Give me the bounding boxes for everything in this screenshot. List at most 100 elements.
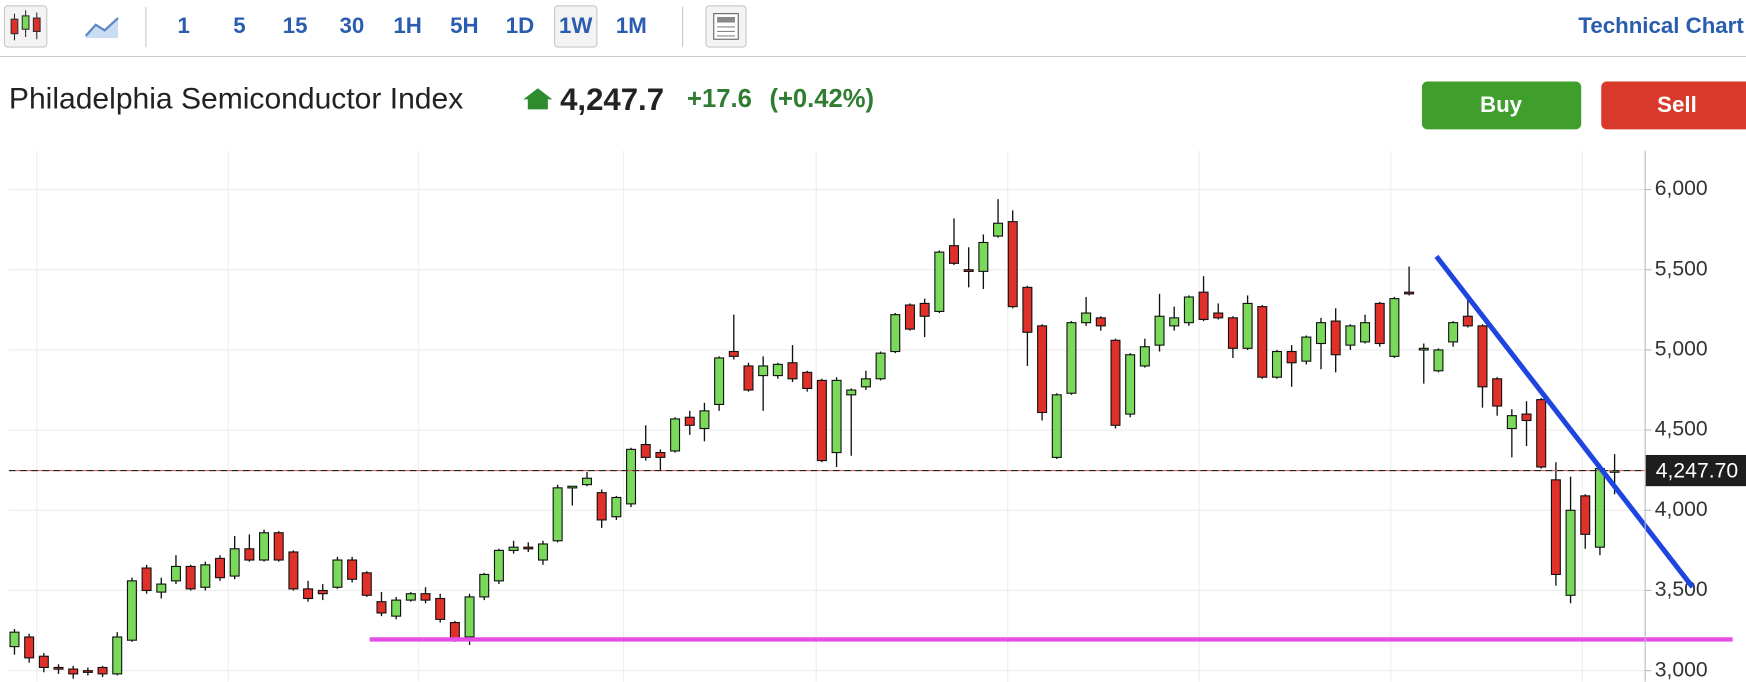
candle-body xyxy=(244,548,255,561)
candle-body xyxy=(288,551,299,590)
candle-body xyxy=(787,362,798,380)
candle-body xyxy=(1125,354,1136,415)
interval-button[interactable]: 1D xyxy=(506,13,534,38)
candle-body xyxy=(1022,286,1033,333)
candle-body xyxy=(626,448,637,505)
candle-body xyxy=(1169,317,1180,327)
candle-body xyxy=(97,666,108,675)
candle-body xyxy=(1271,350,1282,378)
candle-body xyxy=(1345,325,1356,346)
candle-body xyxy=(214,557,226,579)
candle-body xyxy=(1007,221,1018,308)
y-tick-label: 6,000 xyxy=(1655,177,1708,200)
candle-body xyxy=(684,416,695,426)
candle-icon[interactable] xyxy=(3,5,48,48)
y-tick-label: 3,000 xyxy=(1655,658,1708,681)
candle-body xyxy=(993,222,1004,237)
candle-body xyxy=(200,564,211,588)
candle-body xyxy=(1301,336,1312,362)
candle-body xyxy=(831,379,842,454)
candle-body xyxy=(1418,347,1429,351)
line-chart-icon[interactable] xyxy=(84,17,119,39)
candle-body xyxy=(53,666,64,670)
candle-body xyxy=(1095,317,1106,327)
candle-body xyxy=(126,580,137,641)
interval-button[interactable]: 15 xyxy=(283,13,308,38)
candle-body xyxy=(1315,322,1327,345)
candle-body xyxy=(1154,315,1165,346)
candle-body xyxy=(640,443,651,458)
interval-button[interactable]: 1M xyxy=(616,13,647,38)
technical-chart-link[interactable]: Technical Chart xyxy=(1578,13,1744,38)
candle-body xyxy=(567,485,578,489)
candle-body xyxy=(596,492,607,521)
buy-button[interactable]: Buy xyxy=(1421,81,1582,130)
candle-body xyxy=(1389,298,1400,357)
candle-body xyxy=(317,589,328,595)
interval-button[interactable]: 30 xyxy=(339,13,364,38)
candle-body xyxy=(435,597,446,620)
candle-body xyxy=(772,363,783,377)
candle-body xyxy=(552,487,563,542)
candle-body xyxy=(1227,317,1238,349)
sell-label[interactable]: Sell xyxy=(1657,92,1697,117)
candle-body xyxy=(464,596,475,638)
candle-body xyxy=(537,543,548,561)
candle-body xyxy=(1139,346,1150,367)
candle-body xyxy=(1066,322,1077,394)
instrument-name: Philadelphia Semiconductor Index xyxy=(9,82,463,115)
candle-body xyxy=(1492,378,1503,407)
candle-body xyxy=(1477,325,1488,388)
price-change: +17.6 xyxy=(687,85,752,113)
selected-interval-box xyxy=(553,5,598,48)
candle-body xyxy=(156,583,167,593)
sell-button[interactable]: Sell xyxy=(1601,81,1746,130)
candle-body xyxy=(728,350,739,357)
candle-body xyxy=(1448,322,1459,343)
candle-body xyxy=(934,251,945,312)
interval-button[interactable]: 1W xyxy=(559,13,592,38)
candle-body xyxy=(1213,312,1224,319)
up-arrow xyxy=(523,88,553,110)
candle-body xyxy=(361,572,372,596)
candle-body xyxy=(581,477,593,486)
candle-body xyxy=(1506,415,1517,430)
candle-body xyxy=(743,365,754,391)
candle-body xyxy=(1580,495,1591,535)
candle-body xyxy=(259,532,270,561)
y-tick-label: 4,000 xyxy=(1655,498,1708,521)
interval-button[interactable]: 5 xyxy=(233,13,245,38)
candle-body xyxy=(82,670,93,673)
candle-body xyxy=(68,668,79,675)
interval-button[interactable]: 5H xyxy=(450,13,478,38)
candle-body xyxy=(449,622,460,640)
candle-body xyxy=(816,379,827,462)
y-tick-label: 4,500 xyxy=(1655,418,1708,441)
candle-body xyxy=(332,559,343,588)
candle-body xyxy=(1550,479,1561,576)
candle-body xyxy=(38,655,49,669)
candle-body xyxy=(391,599,402,617)
candle-body xyxy=(405,593,416,601)
candle-body xyxy=(1462,315,1473,327)
interval-button[interactable]: 1 xyxy=(178,13,190,38)
candle-body xyxy=(1286,350,1297,364)
buy-label[interactable]: Buy xyxy=(1480,92,1523,117)
candle-body xyxy=(714,357,725,406)
y-tick-label: 5,500 xyxy=(1655,257,1708,280)
candle-body xyxy=(229,548,240,577)
candle-body xyxy=(523,546,534,550)
candle-body xyxy=(1242,302,1253,349)
candle-body xyxy=(1081,312,1092,324)
candle-body xyxy=(1360,322,1371,343)
y-tick-label: 3,500 xyxy=(1655,578,1708,601)
candle-body xyxy=(185,565,196,590)
interval-button[interactable]: 1H xyxy=(393,13,421,38)
news-icon[interactable] xyxy=(705,5,747,48)
candle-body xyxy=(112,636,123,675)
candle-body xyxy=(376,601,387,614)
candle-body xyxy=(420,593,431,601)
candle-body xyxy=(670,418,681,452)
candle-body xyxy=(1536,399,1547,468)
